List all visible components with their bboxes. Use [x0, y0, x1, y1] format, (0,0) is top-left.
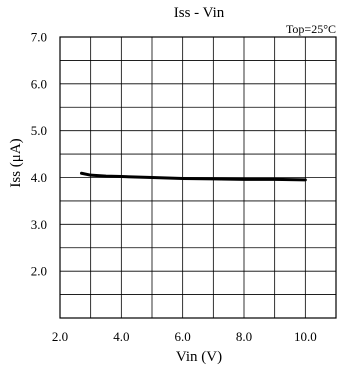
x-tick-label: 4.0 [113, 329, 129, 344]
y-tick-label: 6.0 [31, 76, 47, 91]
chart-title: Iss - Vin [174, 5, 225, 21]
plot-frame [59, 36, 337, 319]
series-line [79, 171, 307, 182]
x-tick-label: 2.0 [52, 329, 68, 344]
y-tick-labels: 2.0 3.0 4.0 5.0 6.0 7.0 [31, 30, 47, 279]
y-axis-label: Iss (μA) [8, 138, 24, 187]
y-tick-label: 7.0 [31, 30, 47, 45]
x-tick-label: 8.0 [236, 329, 252, 344]
x-tick-label: 10.0 [294, 329, 317, 344]
y-tick-label: 2.0 [31, 264, 47, 279]
y-tick-label: 3.0 [31, 217, 47, 232]
y-tick-label: 4.0 [31, 170, 47, 185]
temperature-annotation: Top=25°C [286, 22, 336, 36]
x-tick-labels: 2.0 4.0 6.0 8.0 10.0 [52, 329, 317, 344]
x-axis-label: Vin (V) [176, 349, 222, 365]
y-tick-label: 5.0 [31, 123, 47, 138]
x-tick-label: 6.0 [175, 329, 191, 344]
series-layer [79, 171, 307, 182]
